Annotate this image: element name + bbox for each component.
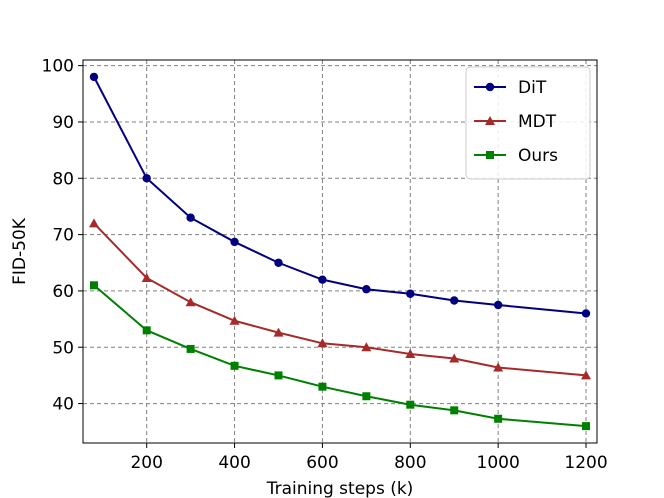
series-line-mdt [93,222,587,377]
legend-marker-dit [485,82,495,92]
data-point-dit [186,213,195,222]
data-point-mdt [581,370,592,380]
series-layer [88,72,592,431]
data-point-ours [89,281,98,290]
x-tick-label: 800 [394,453,426,473]
data-point-ours [186,344,195,353]
data-point-mdt [273,327,284,337]
data-point-ours [494,414,503,423]
x-tick-label: 1000 [477,453,520,473]
data-point-dit [230,237,239,247]
data-point-ours [406,400,415,409]
legend-box [465,66,591,180]
data-point-dit [406,289,415,298]
data-point-mdt [361,342,372,352]
data-point-dit [450,296,459,305]
data-point-mdt [317,338,328,348]
x-tick-label: 200 [130,453,162,473]
legend-label-mdt: MDT [518,112,557,132]
data-point-dit [362,285,371,294]
x-axis-label: Training steps (k) [266,479,414,498]
data-point-ours [582,422,591,431]
data-point-mdt [185,297,196,307]
legend-item-ours: Ours [474,146,558,166]
x-tick-label: 400 [218,453,250,473]
y-tick-label: 60 [52,282,74,302]
plot-frame [82,59,598,444]
data-point-dit [493,300,503,310]
y-axis: 40 50 60 70 80 90 100 [42,57,83,415]
series-ours [89,281,591,431]
data-point-mdt [493,362,504,372]
data-point-ours [362,392,371,401]
legend-marker-mdt [485,116,495,125]
data-point-dit [318,275,327,284]
legend-marker-ours [486,151,494,159]
legend-item-dit: DiT [474,78,547,98]
legend: DiT MDT Ours [465,66,591,180]
y-axis-label: FID-50K [10,217,30,285]
series-mdt [88,218,592,380]
data-point-mdt [88,218,99,228]
y-tick-label: 90 [52,113,74,133]
x-tick-label: 600 [306,453,338,473]
data-point-mdt [141,272,152,282]
data-point-mdt [449,353,460,363]
legend-label-ours: Ours [518,146,558,166]
data-point-ours [230,361,239,370]
legend-item-mdt: MDT [474,112,557,132]
y-tick-label: 70 [52,226,74,246]
y-tick-label: 40 [52,395,74,415]
data-point-ours [274,371,283,380]
data-point-mdt [405,349,416,359]
data-point-mdt [229,315,240,325]
y-tick-label: 100 [42,57,74,77]
legend-label-dit: DiT [518,78,547,98]
x-tick-label: 1200 [564,453,607,473]
y-tick-label: 80 [52,169,74,189]
data-point-ours [450,406,459,415]
data-point-dit [581,309,591,318]
data-point-ours [318,382,327,391]
data-point-dit [142,174,151,183]
x-axis: 200 400 600 800 1000 1200 [130,443,608,473]
data-point-dit [89,72,99,82]
y-tick-label: 50 [52,338,74,358]
data-point-dit [274,258,283,267]
data-point-ours [142,326,151,335]
series-dit [89,72,591,318]
